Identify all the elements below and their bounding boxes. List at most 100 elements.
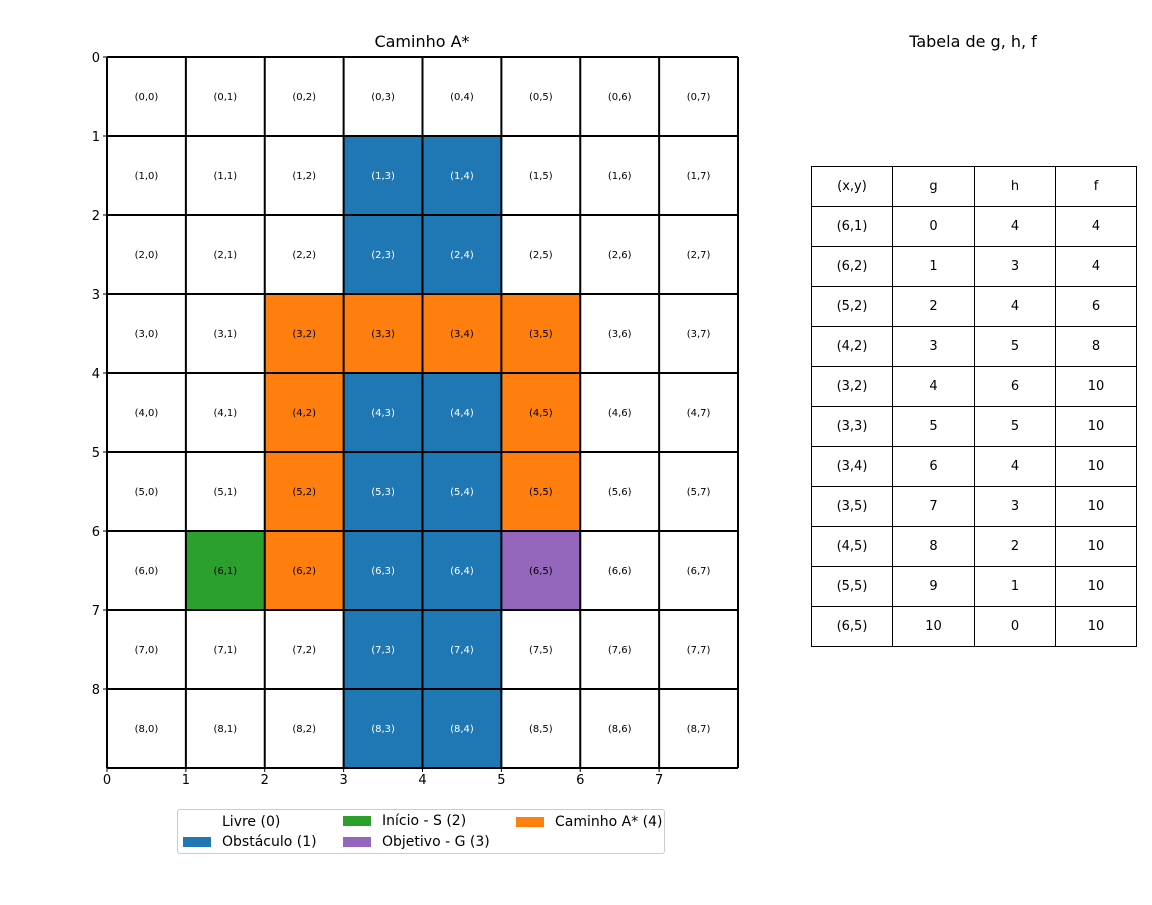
grid-cell (343, 136, 423, 215)
x-tick-label: 3 (339, 773, 347, 788)
ghf-table: (x,y) g h f (6,1) 0 4 4 (6,2) 1 3 4 (5,2) 2 4 6 (4,2) 3 5… (811, 166, 1137, 647)
grid-cell (501, 373, 581, 452)
grid-cell (107, 215, 186, 294)
cell-label: (3,1) (213, 329, 237, 340)
x-tick-label: 6 (576, 773, 584, 788)
cell-label: (7,2) (292, 645, 316, 656)
grid-cell (343, 215, 423, 294)
cell-label: (8,0) (135, 724, 159, 735)
cell-label: (2,2) (292, 250, 316, 261)
table-cell: 10 (1055, 486, 1137, 527)
cell-label: (5,0) (135, 487, 159, 498)
table-cell: 9 (892, 566, 975, 607)
cell-label: (7,5) (529, 645, 553, 656)
table-body: (6,1) 0 4 4 (6,2) 1 3 4 (5,2) 2 4 6 (4,2) 3 5 8 (3,2) 4 6 1… (811, 206, 1137, 647)
y-tick-label: 4 (92, 367, 100, 382)
grid-cell (659, 294, 738, 373)
cell-label: (7,1) (213, 645, 237, 656)
grid-cell (422, 452, 502, 531)
grid-cell (580, 294, 660, 373)
cell-label: (4,0) (135, 408, 159, 419)
legend-label: Caminho A* (4) (555, 814, 663, 830)
grid-cell (343, 689, 423, 768)
table-cell: 3 (974, 486, 1056, 527)
table-cell: 10 (1055, 526, 1137, 567)
table-cell: 6 (892, 446, 975, 487)
grid-cell (107, 136, 186, 215)
grid-cell (422, 373, 502, 452)
cell-label: (8,1) (213, 724, 237, 735)
cell-label: (0,7) (687, 92, 711, 103)
x-tick-label: 2 (261, 773, 269, 788)
grid-cell (501, 689, 581, 768)
cell-label: (1,0) (135, 171, 159, 182)
cell-label: (1,4) (450, 171, 474, 182)
x-tick-label: 4 (418, 773, 426, 788)
table-cell: 5 (974, 326, 1056, 367)
cell-label: (0,3) (371, 92, 395, 103)
grid-cell (185, 57, 265, 136)
grid-cell (659, 689, 738, 768)
grid-cell (264, 531, 344, 610)
table-cell: 2 (974, 526, 1056, 567)
legend-label: Livre (0) (222, 814, 281, 830)
y-tick-label: 8 (92, 683, 100, 698)
cell-label: (5,1) (213, 487, 237, 498)
table-row: (4,5) 8 2 10 (811, 526, 1137, 567)
legend-item: Livre (0) (183, 814, 280, 830)
legend-swatch (343, 837, 371, 847)
table-cell: 4 (974, 446, 1056, 487)
cell-label: (1,3) (371, 171, 395, 182)
grid-cell (659, 57, 738, 136)
table-row: (6,1) 0 4 4 (811, 206, 1137, 247)
cell-label: (0,6) (608, 92, 632, 103)
grid-cell (264, 373, 344, 452)
grid-cell (580, 373, 660, 452)
grid-cell (185, 689, 265, 768)
cell-label: (8,4) (450, 724, 474, 735)
table-row: (5,5) 9 1 10 (811, 566, 1137, 607)
grid-cell (185, 610, 265, 689)
cell-label: (4,6) (608, 408, 632, 419)
table-cell: (6,5) (811, 606, 893, 647)
cell-label: (4,2) (292, 408, 316, 419)
grid-cell (501, 452, 581, 531)
cell-label: (8,3) (371, 724, 395, 735)
cell-label: (3,3) (371, 329, 395, 340)
legend-label: Início - S (2) (382, 813, 467, 829)
table-cell: (4,2) (811, 326, 893, 367)
table-row: (3,3) 5 5 10 (811, 406, 1137, 447)
table-cell: (4,5) (811, 526, 893, 567)
grid-cell (343, 57, 423, 136)
table-cell: (3,5) (811, 486, 893, 527)
x-tick-label: 1 (182, 773, 190, 788)
table-cell: 4 (892, 366, 975, 407)
y-tick-label: 6 (92, 525, 100, 540)
table-cell: (6,2) (811, 246, 893, 287)
table-row: (3,5) 7 3 10 (811, 486, 1137, 527)
cell-label: (4,7) (687, 408, 711, 419)
y-tick-label: 5 (92, 446, 100, 461)
table-title: Tabela de g, h, f (909, 32, 1037, 51)
grid-cell (264, 136, 344, 215)
grid-cell (501, 531, 581, 610)
table-cell: 2 (892, 286, 975, 327)
table-cell: 8 (892, 526, 975, 567)
grid-cell (501, 610, 581, 689)
cell-label: (2,7) (687, 250, 711, 261)
grid-cell (264, 452, 344, 531)
grid-cell (185, 531, 265, 610)
table-cell: 5 (974, 406, 1056, 447)
table-header-cell: f (1055, 166, 1137, 207)
grid-cell (659, 373, 738, 452)
grid-cell (343, 531, 423, 610)
grid-cell (501, 215, 581, 294)
grid-cell (422, 610, 502, 689)
x-tick-label: 5 (497, 773, 505, 788)
table-cell: 4 (1055, 246, 1137, 287)
cell-label: (6,1) (213, 566, 237, 577)
cell-label: (5,4) (450, 487, 474, 498)
grid-cell (264, 294, 344, 373)
cell-label: (5,7) (687, 487, 711, 498)
grid-cell (659, 531, 738, 610)
